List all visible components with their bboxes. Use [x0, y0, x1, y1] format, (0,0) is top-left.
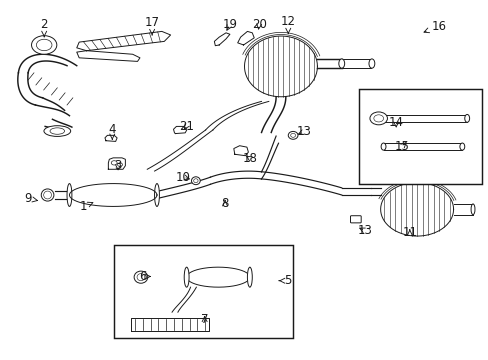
- Ellipse shape: [247, 267, 252, 287]
- Text: 12: 12: [280, 14, 295, 33]
- Polygon shape: [105, 135, 117, 141]
- Ellipse shape: [193, 179, 198, 183]
- Text: 18: 18: [243, 152, 257, 165]
- Polygon shape: [233, 146, 248, 156]
- Text: 21: 21: [178, 120, 193, 133]
- FancyBboxPatch shape: [350, 216, 361, 223]
- Text: 13: 13: [296, 125, 311, 138]
- Circle shape: [373, 115, 383, 122]
- Ellipse shape: [154, 184, 159, 206]
- Text: 1: 1: [79, 200, 93, 213]
- Polygon shape: [237, 31, 254, 45]
- Polygon shape: [131, 318, 208, 332]
- Text: 11: 11: [402, 226, 416, 239]
- Circle shape: [31, 36, 57, 54]
- Circle shape: [36, 39, 52, 51]
- Text: 5: 5: [279, 274, 291, 287]
- Text: 8: 8: [221, 197, 228, 210]
- Bar: [359, 89, 481, 184]
- Text: 10: 10: [176, 171, 190, 184]
- Text: 20: 20: [251, 18, 266, 31]
- Ellipse shape: [459, 143, 464, 150]
- Ellipse shape: [380, 143, 385, 150]
- Polygon shape: [186, 267, 249, 287]
- Ellipse shape: [470, 204, 474, 215]
- Polygon shape: [69, 184, 157, 206]
- Ellipse shape: [338, 59, 344, 68]
- Text: 6: 6: [140, 270, 150, 283]
- Ellipse shape: [50, 128, 64, 134]
- Ellipse shape: [41, 189, 54, 201]
- Circle shape: [117, 163, 122, 166]
- Ellipse shape: [67, 184, 72, 206]
- Ellipse shape: [375, 114, 380, 122]
- Ellipse shape: [290, 134, 295, 137]
- Circle shape: [369, 112, 386, 125]
- Polygon shape: [108, 158, 125, 169]
- Ellipse shape: [464, 114, 468, 122]
- Bar: [114, 245, 292, 338]
- Polygon shape: [380, 183, 453, 236]
- Text: 17: 17: [144, 16, 159, 35]
- Ellipse shape: [287, 131, 297, 139]
- Text: 19: 19: [222, 18, 237, 31]
- Polygon shape: [173, 126, 187, 134]
- Ellipse shape: [43, 191, 51, 199]
- Polygon shape: [77, 31, 170, 51]
- Circle shape: [111, 161, 117, 165]
- Text: 7: 7: [201, 313, 208, 326]
- Text: 13: 13: [357, 224, 372, 237]
- Text: 14: 14: [388, 116, 403, 129]
- Ellipse shape: [134, 271, 147, 283]
- Text: 3: 3: [114, 159, 122, 172]
- Text: 4: 4: [108, 123, 116, 139]
- Text: 2: 2: [41, 18, 48, 37]
- Ellipse shape: [44, 126, 71, 136]
- Ellipse shape: [368, 59, 374, 68]
- Ellipse shape: [191, 177, 200, 185]
- Ellipse shape: [184, 267, 189, 287]
- Text: 9: 9: [24, 192, 38, 205]
- Text: 16: 16: [423, 20, 446, 33]
- Polygon shape: [244, 36, 317, 97]
- Polygon shape: [214, 33, 229, 46]
- Text: 15: 15: [394, 140, 409, 153]
- Ellipse shape: [137, 274, 144, 281]
- Polygon shape: [77, 51, 140, 62]
